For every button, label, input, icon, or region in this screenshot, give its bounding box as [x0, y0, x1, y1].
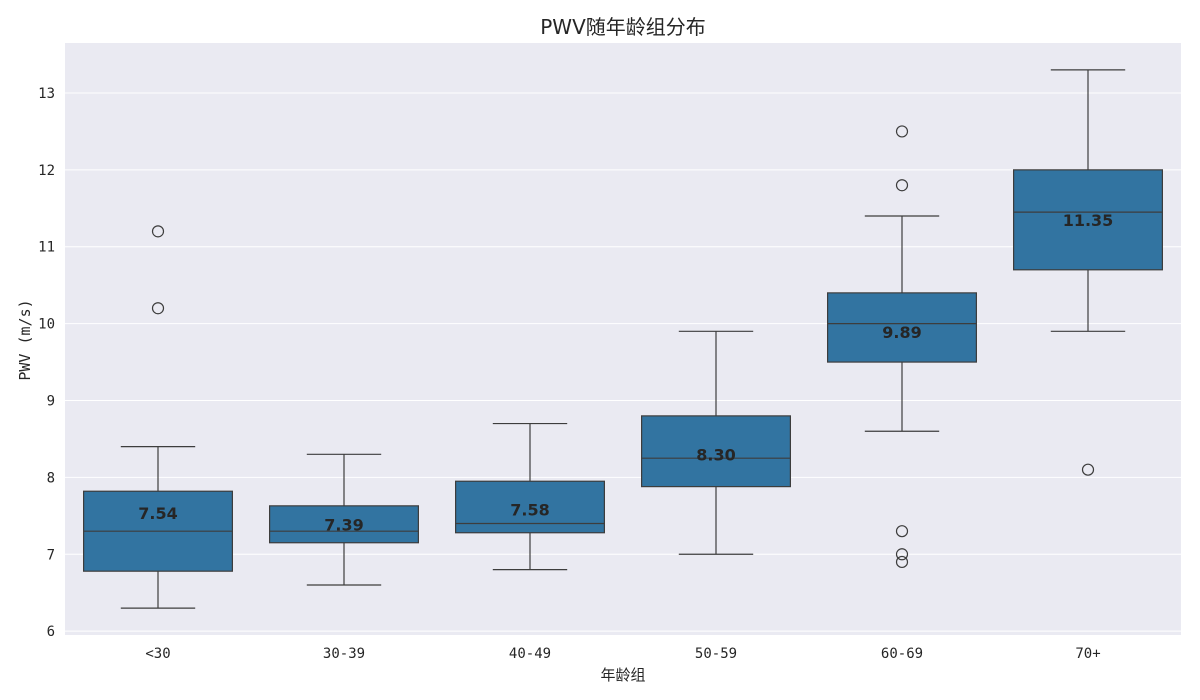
outlier-point: [895, 125, 909, 138]
box-60-69: [826, 292, 977, 363]
x-tick-label: 50-59: [695, 646, 737, 662]
mean-value-label: 7.54: [138, 504, 177, 523]
y-tick-label: 12: [38, 163, 55, 179]
y-tick-label: 7: [47, 547, 55, 563]
x-tick-label: <30: [145, 646, 170, 662]
y-tick-label: 6: [47, 624, 55, 640]
x-tick-label: 70+: [1075, 646, 1100, 662]
mean-value-label: 7.39: [324, 515, 363, 534]
x-axis-label: 年龄组: [600, 666, 645, 684]
y-tick-label: 8: [47, 470, 55, 486]
chart-title: PWV随年龄组分布: [540, 15, 706, 39]
mean-value-label: 7.58: [510, 501, 549, 520]
mean-value-label: 11.35: [1063, 211, 1114, 230]
plot-background: [65, 43, 1181, 635]
y-tick-label: 10: [38, 317, 55, 333]
box-50-59: [640, 415, 791, 488]
outlier-point: [151, 302, 165, 315]
outlier-point: [895, 525, 909, 538]
x-tick-label: 40-49: [509, 646, 551, 662]
outlier-point: [895, 548, 909, 561]
x-tick-label: 60-69: [881, 646, 923, 662]
y-tick-label: 11: [38, 240, 55, 256]
box-70+: [1012, 169, 1163, 271]
mean-value-label: 8.30: [696, 445, 735, 464]
x-tick-label: 30-39: [323, 646, 365, 662]
outlier-point: [895, 179, 909, 192]
plot-area: 6 7 8 9 10 11 12 13 <30 30-39 40-49 50-59 60-69 70+ 7.…: [38, 43, 1181, 662]
box-40-49: [455, 480, 606, 534]
y-tick-label: 13: [38, 86, 55, 102]
outlier-point: [895, 555, 909, 569]
box-30-39: [269, 505, 420, 544]
mean-value-label: 9.89: [882, 323, 921, 342]
outlier-point: [151, 225, 165, 238]
y-tick-label: 9: [47, 394, 55, 410]
y-axis-label: PWV (m/s): [16, 299, 34, 380]
outlier-point: [1081, 463, 1095, 476]
